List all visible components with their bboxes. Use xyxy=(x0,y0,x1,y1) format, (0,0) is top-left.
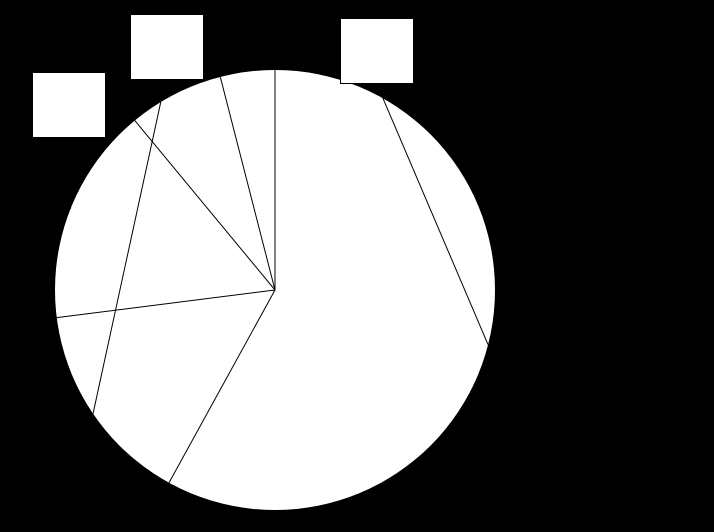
legend: REC HES PRC PUB OTH xyxy=(555,155,629,321)
legend-item-pub: PUB xyxy=(555,257,629,283)
callout-box-0 xyxy=(340,18,414,84)
legend-item-hes: HES xyxy=(555,193,629,219)
callout-box-1 xyxy=(130,14,204,80)
legend-label: PRC xyxy=(583,225,629,251)
legend-swatch-icon xyxy=(555,228,575,248)
legend-label: OTH xyxy=(583,289,629,315)
legend-label: PUB xyxy=(583,257,629,283)
legend-swatch-icon xyxy=(555,260,575,280)
legend-swatch-icon xyxy=(555,196,575,216)
legend-swatch-icon xyxy=(555,292,575,312)
legend-item-oth: OTH xyxy=(555,289,629,315)
legend-swatch-icon xyxy=(555,164,575,184)
legend-label: HES xyxy=(583,193,628,219)
callout-box-2 xyxy=(32,72,106,138)
legend-item-rec: REC xyxy=(555,161,629,187)
chart-stage: REC HES PRC PUB OTH xyxy=(0,0,714,532)
legend-label: REC xyxy=(583,161,629,187)
legend-item-prc: PRC xyxy=(555,225,629,251)
